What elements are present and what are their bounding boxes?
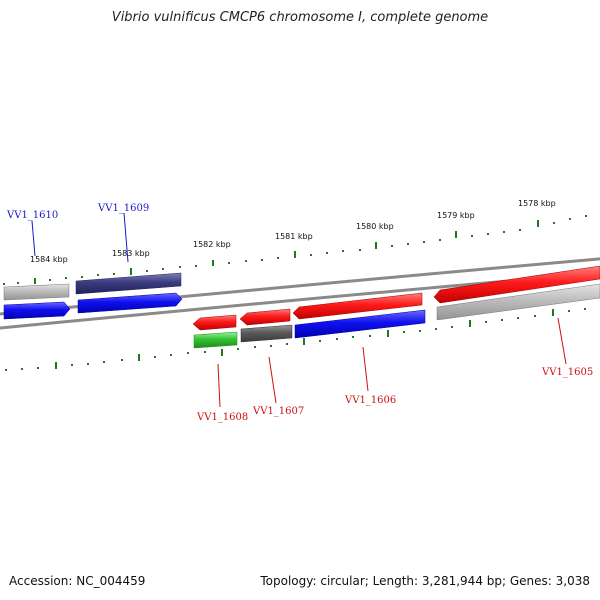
scale-label-1582: 1582 kbp bbox=[193, 240, 231, 249]
outer-track bbox=[3, 265, 600, 320]
gene-feature[interactable] bbox=[3, 283, 70, 301]
gene-label-vv1-1607[interactable]: VV1_1607 bbox=[252, 406, 304, 417]
gene-label-vv1-1608[interactable]: VV1_1608 bbox=[196, 412, 248, 423]
gene-label-vv1-1605[interactable]: VV1_1605 bbox=[541, 367, 593, 378]
gene-feature[interactable] bbox=[240, 324, 293, 343]
scale-label-1581: 1581 kbp bbox=[275, 232, 313, 241]
scale-label-1578: 1578 kbp bbox=[518, 199, 556, 208]
scale-label-1584: 1584 kbp bbox=[30, 255, 68, 264]
scale-label-1583: 1583 kbp bbox=[112, 249, 150, 258]
gene-feature[interactable] bbox=[294, 309, 426, 339]
gene-feature[interactable] bbox=[3, 301, 71, 320]
gene-label-vv1-1606[interactable]: VV1_1606 bbox=[344, 395, 396, 406]
gene-feature[interactable] bbox=[192, 314, 237, 331]
accession-label: Accession: NC_004459 bbox=[9, 574, 146, 588]
label-leaders bbox=[31, 212, 567, 408]
scale-label-1579: 1579 kbp bbox=[437, 211, 475, 220]
gene-feature[interactable] bbox=[75, 272, 182, 295]
backbone-outer bbox=[0, 257, 600, 316]
upper-ruler bbox=[3, 215, 587, 285]
gene-feature[interactable] bbox=[436, 283, 600, 321]
gene-feature[interactable] bbox=[239, 308, 291, 326]
lower-ruler bbox=[5, 308, 586, 371]
gene-feature[interactable] bbox=[292, 292, 423, 320]
gene-feature[interactable] bbox=[77, 292, 183, 314]
genome-summary: Topology: circular; Length: 3,281,944 bp… bbox=[260, 574, 590, 588]
gene-feature[interactable] bbox=[433, 265, 600, 304]
inner-track bbox=[192, 283, 600, 349]
gene-feature[interactable] bbox=[193, 331, 238, 349]
map-title: Vibrio vulnificus CMCP6 chromosome I, co… bbox=[111, 10, 489, 25]
gene-label-vv1-1609[interactable]: VV1_1609 bbox=[97, 203, 149, 214]
scale-label-1580: 1580 kbp bbox=[356, 222, 394, 231]
gene-label-vv1-1610[interactable]: VV1_1610 bbox=[6, 210, 58, 221]
